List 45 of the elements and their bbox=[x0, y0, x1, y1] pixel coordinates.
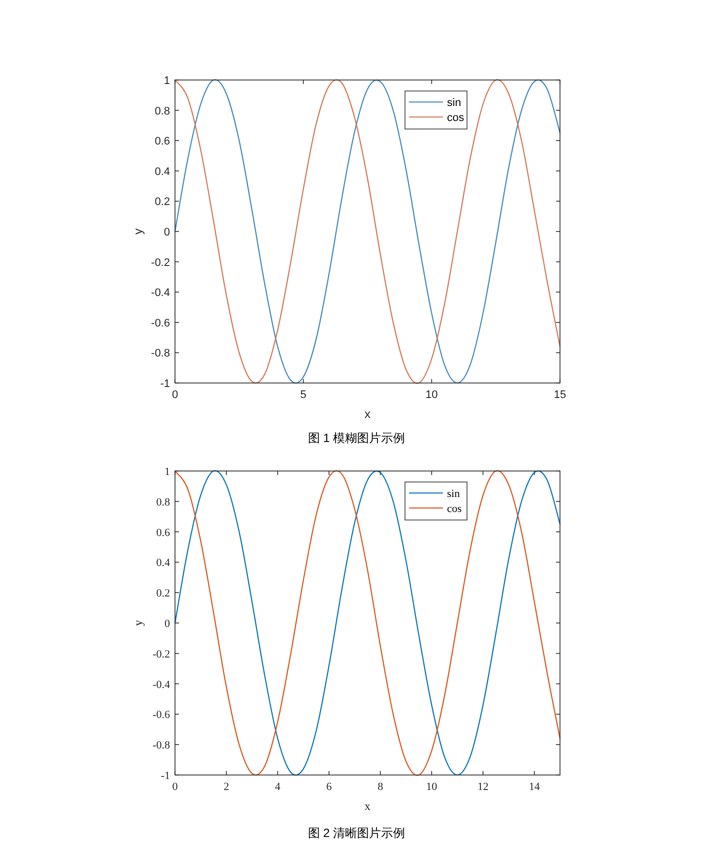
y-tick-label: -1 bbox=[160, 378, 170, 390]
y-tick-label: 0.8 bbox=[154, 105, 170, 118]
y-tick-label: -0.6 bbox=[151, 317, 170, 330]
x-axis-title: x bbox=[364, 799, 370, 813]
y-tick-label: -0.4 bbox=[152, 678, 170, 691]
x-tick-label: 10 bbox=[426, 781, 438, 793]
y-tick-label: -0.4 bbox=[151, 287, 170, 300]
line-series bbox=[174, 79, 561, 384]
y-tick-label: 1 bbox=[164, 75, 170, 87]
y-tick-label: -0.2 bbox=[152, 648, 170, 660]
y-tick-label: 0 bbox=[164, 226, 170, 238]
x-tick-label: 6 bbox=[326, 781, 332, 793]
x-tick-label: 10 bbox=[426, 389, 438, 401]
y-tick-label: 1 bbox=[164, 466, 170, 478]
x-tick-label: 12 bbox=[478, 781, 488, 793]
y-tick-label: 0.6 bbox=[156, 526, 170, 539]
y-axis-title: y bbox=[131, 228, 145, 234]
y-tick-label: 0.4 bbox=[156, 557, 170, 570]
legend-label: cos bbox=[447, 503, 462, 515]
y-tick-label: 0.2 bbox=[156, 588, 170, 600]
y-tick-label: 0.6 bbox=[154, 136, 170, 148]
legend-label: sin bbox=[447, 488, 460, 500]
y-axis-title: y bbox=[131, 620, 145, 626]
y-tick-label: -0.8 bbox=[151, 348, 170, 360]
x-axis-title: x bbox=[364, 407, 370, 421]
caption: 图 1 模糊图片示例 bbox=[306, 430, 406, 447]
x-tick-label: 2 bbox=[224, 781, 230, 793]
y-tick-label: 0.4 bbox=[154, 166, 170, 178]
x-tick-label: 8 bbox=[378, 781, 384, 793]
x-tick-label: 5 bbox=[300, 389, 306, 401]
x-tick-label: 0 bbox=[172, 781, 178, 793]
y-tick-label: -1 bbox=[160, 770, 170, 782]
x-tick-label: 4 bbox=[274, 781, 281, 793]
x-tick-label: 14 bbox=[528, 781, 540, 793]
y-tick-label: 0 bbox=[164, 618, 170, 630]
y-tick-label: -0.6 bbox=[152, 709, 170, 722]
y-tick-label: -0.2 bbox=[151, 256, 170, 269]
caption: 图 2 清晰图片示例 bbox=[306, 825, 406, 842]
y-tick-label: 0.2 bbox=[154, 196, 170, 208]
legend-label: cos bbox=[447, 112, 465, 124]
x-tick-label: 15 bbox=[554, 389, 566, 401]
legend-label: sin bbox=[447, 97, 462, 109]
y-tick-label: -0.8 bbox=[152, 740, 170, 752]
line-series bbox=[174, 470, 561, 776]
y-tick-label: 0.8 bbox=[156, 496, 170, 508]
